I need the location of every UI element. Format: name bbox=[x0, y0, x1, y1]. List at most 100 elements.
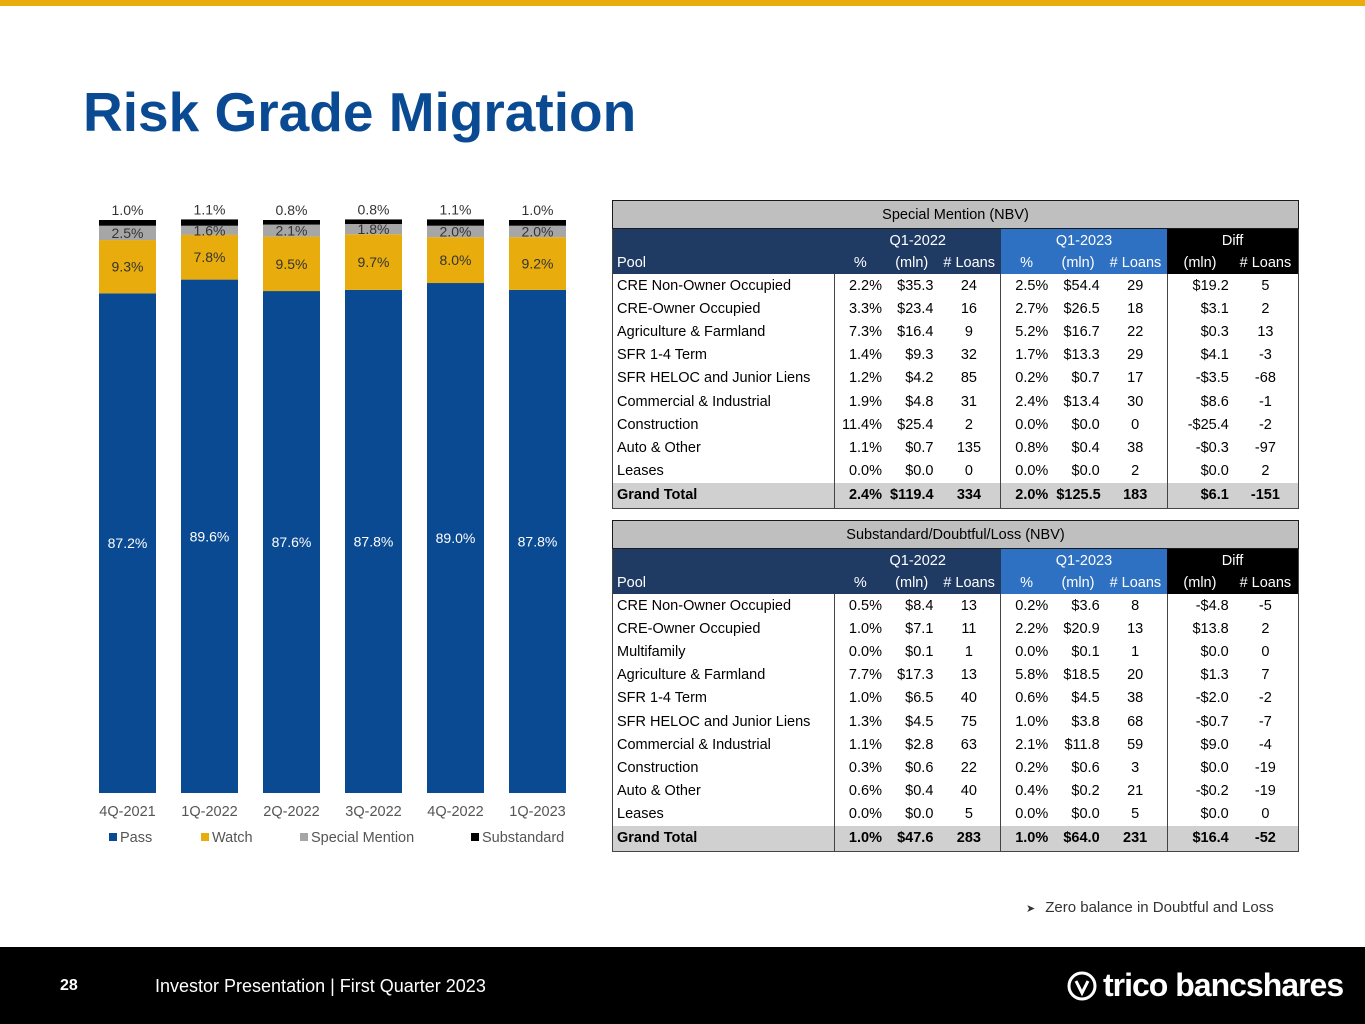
table-cell: 3 bbox=[1103, 756, 1168, 780]
table-row: CRE-Owner Occupied 1.0% $7.1 11 2.2% $20.9 13 $… bbox=[612, 617, 1299, 641]
table-cell: 11.4% bbox=[834, 413, 887, 437]
table-caption-row: Substandard/Doubtful/Loss (NBV) bbox=[612, 520, 1299, 549]
row-label: Commercial & Industrial bbox=[612, 389, 835, 414]
x-tick-label: 1Q-2023 bbox=[509, 804, 565, 820]
table-cell: $2.8 bbox=[885, 733, 938, 757]
column-header: # Loans bbox=[1103, 572, 1168, 594]
table-cell: 0.3% bbox=[834, 756, 886, 780]
table-row: Construction 0.3% $0.6 22 0.2% $0.6 3 $0.0 -19 bbox=[612, 756, 1299, 780]
table-cell: $8.4 bbox=[885, 594, 938, 618]
row-label: Leases bbox=[612, 802, 835, 826]
table-cell: $6.5 bbox=[885, 686, 938, 710]
table-cell: 5 bbox=[937, 802, 1001, 826]
table-cell: 0.0% bbox=[1000, 459, 1053, 483]
column-header: (mln) bbox=[885, 572, 938, 594]
table-cell: -97 bbox=[1232, 436, 1299, 460]
table-cell: -$2.0 bbox=[1166, 686, 1233, 710]
table-cell: 9 bbox=[937, 320, 1001, 344]
table-cell: 32 bbox=[937, 343, 1001, 367]
table-cell: 1 bbox=[937, 640, 1001, 664]
table-cell: 1.0% bbox=[834, 825, 886, 852]
table-cell: 13 bbox=[937, 594, 1001, 618]
table-cell: $18.5 bbox=[1052, 663, 1104, 687]
table-row: Leases 0.0% $0.0 5 0.0% $0.0 5 $0.0 0 bbox=[612, 802, 1299, 826]
bar-special-mention bbox=[181, 225, 238, 235]
table-row: Leases 0.0% $0.0 0 0.0% $0.0 2 $0.0 2 bbox=[612, 459, 1299, 483]
table-cell: 21 bbox=[1103, 779, 1168, 803]
table-cell: -7 bbox=[1232, 709, 1299, 734]
data-label: 2.0% bbox=[522, 223, 554, 239]
table-cell: 29 bbox=[1103, 343, 1168, 367]
table-cell: 135 bbox=[937, 436, 1001, 460]
table-row: Commercial & Industrial 1.9% $4.8 31 2.4% $13… bbox=[612, 389, 1299, 414]
table-row: Commercial & Industrial 1.1% $2.8 63 2.1% $11… bbox=[612, 733, 1299, 757]
table-cell: 0.0% bbox=[1000, 802, 1053, 826]
table-cell: 40 bbox=[937, 779, 1001, 803]
page-number: 28 bbox=[60, 977, 78, 994]
data-label: 0.8% bbox=[276, 202, 308, 218]
bar-watch bbox=[509, 237, 566, 290]
column-header-row: Pool% (mln) # Loans% (mln) # Loans (mln) # Loa… bbox=[612, 252, 1299, 274]
data-label: 2.0% bbox=[440, 223, 472, 239]
table-cell: -19 bbox=[1232, 756, 1299, 780]
data-label: 8.0% bbox=[440, 252, 472, 268]
table-cell: 0.5% bbox=[834, 594, 886, 618]
data-label: 0.8% bbox=[358, 201, 390, 217]
table-cell: $26.5 bbox=[1052, 297, 1104, 321]
row-label: Construction bbox=[612, 413, 835, 437]
legend-label: Watch bbox=[212, 830, 253, 846]
bar-watch bbox=[427, 237, 484, 284]
bar-special-mention bbox=[509, 225, 566, 238]
group-header: Q1-2023 bbox=[1000, 548, 1168, 572]
table-cell: 0.0% bbox=[1000, 640, 1053, 664]
table-cell: $0.0 bbox=[1052, 413, 1104, 437]
row-label: CRE-Owner Occupied bbox=[612, 617, 835, 641]
data-label: 9.3% bbox=[112, 259, 144, 275]
table-cell: 31 bbox=[937, 389, 1001, 414]
table-cell: 1.7% bbox=[1000, 343, 1053, 367]
table-cell: 16 bbox=[937, 297, 1001, 321]
row-label: SFR HELOC and Junior Liens bbox=[612, 366, 835, 390]
table-cell: $4.5 bbox=[885, 709, 938, 734]
table-cell: -1 bbox=[1232, 389, 1299, 414]
table-cell: 0.0% bbox=[834, 802, 886, 826]
table-cell: 1.1% bbox=[834, 436, 887, 460]
row-label: Multifamily bbox=[612, 640, 835, 664]
table-caption: Special Mention (NBV) bbox=[612, 200, 1299, 229]
group-header: Q1-2023 bbox=[1000, 228, 1168, 252]
table-row: Agriculture & Farmland 7.3% $16.4 9 5.2% $16.… bbox=[612, 320, 1299, 344]
table-row: SFR HELOC and Junior Liens 1.3% $4.5 75 1.0%… bbox=[612, 709, 1299, 734]
table-cell: 0 bbox=[1232, 802, 1299, 826]
table-cell: $0.0 bbox=[1166, 802, 1233, 826]
table-cell: 5 bbox=[1232, 274, 1299, 298]
table-cell: $0.4 bbox=[1052, 436, 1104, 460]
data-label: 1.1% bbox=[440, 201, 472, 217]
table-cell: 7.7% bbox=[834, 663, 886, 687]
data-label: 7.8% bbox=[194, 249, 226, 265]
column-header: (mln) bbox=[1167, 252, 1233, 274]
page-title: Risk Grade Migration bbox=[83, 81, 637, 143]
data-label: 1.1% bbox=[194, 201, 226, 217]
table-cell: 59 bbox=[1103, 733, 1168, 757]
table-cell: 283 bbox=[937, 825, 1001, 852]
bar-special-mention bbox=[345, 224, 402, 235]
bar-substandard bbox=[427, 219, 484, 226]
legend-swatch bbox=[201, 833, 209, 841]
column-header: (mln) bbox=[1052, 252, 1104, 274]
data-label: 9.7% bbox=[358, 254, 390, 270]
table-cell: 1.1% bbox=[834, 733, 886, 757]
data-label: 87.2% bbox=[108, 535, 148, 551]
table-cell: 0.6% bbox=[1000, 686, 1053, 710]
table-cell: $23.4 bbox=[886, 297, 938, 321]
table-cell: $0.0 bbox=[885, 802, 938, 826]
bar-substandard bbox=[509, 220, 566, 226]
table-cell: $0.0 bbox=[1052, 459, 1104, 483]
trico-shield-icon bbox=[1067, 971, 1097, 1000]
bar-substandard bbox=[263, 220, 320, 225]
row-label: Agriculture & Farmland bbox=[612, 320, 835, 344]
table-cell: 1 bbox=[1103, 640, 1168, 664]
column-header: % bbox=[1000, 572, 1053, 594]
table-cell: 0.2% bbox=[1000, 756, 1053, 780]
x-tick-label: 1Q-2022 bbox=[181, 804, 237, 820]
column-header: Pool bbox=[612, 572, 835, 594]
